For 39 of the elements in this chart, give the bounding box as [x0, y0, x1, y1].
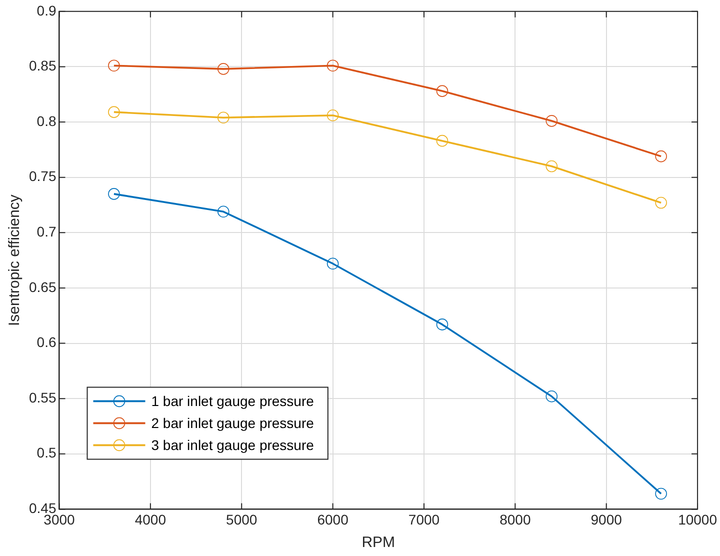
y-tick-label: 0.85	[29, 58, 56, 74]
legend-label: 3 bar inlet gauge pressure	[151, 437, 314, 454]
x-tick-label: 10000	[678, 511, 718, 528]
y-tick-label: 0.9	[36, 2, 56, 18]
point	[217, 112, 230, 124]
point	[655, 488, 667, 500]
point	[436, 85, 448, 97]
point	[108, 60, 120, 72]
point	[108, 106, 120, 118]
legend-label: 2 bar inlet gauge pressure	[151, 415, 314, 432]
point	[217, 206, 230, 218]
point	[655, 150, 667, 162]
x-tick-label: 4000	[134, 511, 166, 528]
point	[655, 196, 667, 209]
point	[326, 258, 339, 270]
y-tick-label: 0.7	[36, 224, 56, 240]
point	[326, 60, 339, 72]
x-axis-title: RPM	[362, 534, 396, 552]
y-tick-label: 0.5	[36, 444, 56, 461]
y-tick-label: 0.55	[29, 389, 56, 406]
x-tick-label: 9000	[590, 511, 622, 528]
point	[546, 390, 558, 402]
x-tick-label: 8000	[500, 511, 531, 528]
y-tick-label: 0.75	[29, 168, 56, 184]
x-tick-label: 7000	[408, 511, 440, 528]
legend-label: 1 bar inlet gauge pressure	[151, 393, 314, 410]
point	[108, 188, 120, 200]
point	[436, 318, 448, 330]
point	[436, 134, 448, 147]
y-axis-title: Isentropic efficiency	[6, 194, 24, 326]
y-tick-label: 0.65	[29, 278, 56, 295]
y-tick-label: 0.6	[36, 334, 56, 350]
point	[326, 109, 339, 122]
point	[546, 115, 558, 127]
y-tick-label: 0.8	[36, 112, 56, 129]
point	[546, 160, 558, 172]
x-tick-label: 6000	[317, 511, 349, 528]
point	[217, 63, 230, 75]
x-tick-label: 5000	[226, 511, 258, 528]
